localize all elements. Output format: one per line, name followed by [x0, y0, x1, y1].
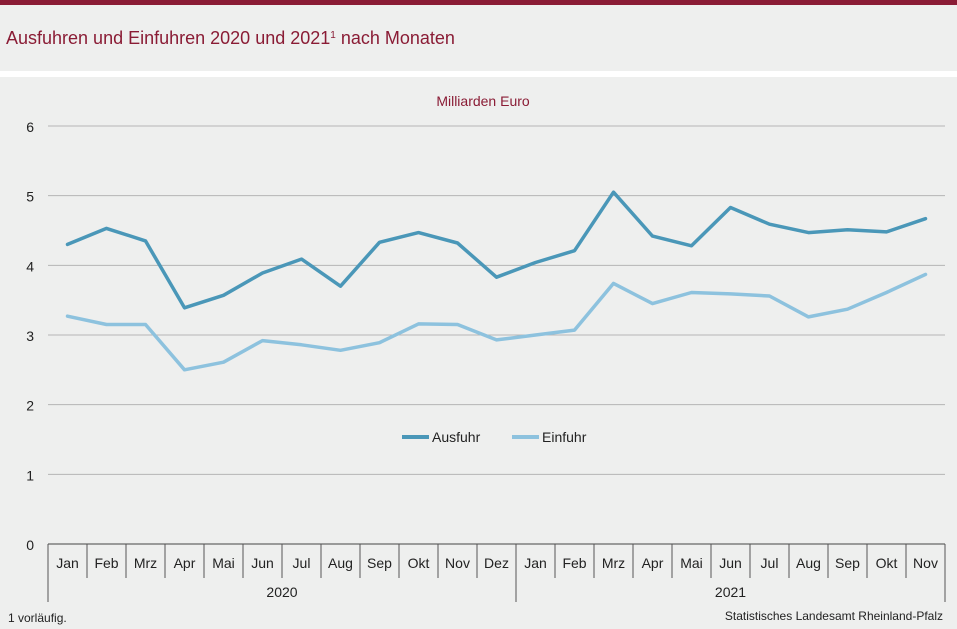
year-label: 2021: [715, 584, 746, 600]
x-tick-label: Jan: [56, 555, 79, 571]
x-tick-label: Nov: [445, 555, 470, 571]
series-line-einfuhr: [65, 272, 928, 372]
x-tick-label: Okt: [408, 555, 430, 571]
x-tick-label: Dez: [484, 555, 509, 571]
x-tick-label: Mrz: [602, 555, 625, 571]
x-tick-label: Okt: [876, 555, 898, 571]
legend-label-einfuhr: Einfuhr: [542, 429, 587, 445]
gridlines: [48, 125, 945, 475]
y-tick-label: 1: [26, 467, 34, 483]
legend-label-ausfuhr: Ausfuhr: [432, 429, 481, 445]
unit-label: Milliarden Euro: [436, 93, 530, 109]
legend: Ausfuhr Einfuhr: [402, 429, 587, 445]
x-axis: Jan Feb Mrz Apr Mai Jun Jul Aug Sep Okt Nov Dez Jan F…: [47, 543, 946, 602]
x-tick-label: Feb: [562, 555, 586, 571]
x-tick-label: Jun: [719, 555, 742, 571]
y-tick-label: 5: [26, 189, 34, 205]
x-tick-label: Mai: [680, 555, 703, 571]
chart-title: Ausfuhren und Einfuhren 2020 und 20211 n…: [6, 28, 455, 49]
x-tick-label: Mai: [212, 555, 235, 571]
title-footnote-mark: 1: [330, 30, 336, 41]
x-tick-label: Aug: [796, 555, 821, 571]
x-tick-label: Jun: [251, 555, 274, 571]
source-credit: Statistisches Landesamt Rheinland-Pfalz: [724, 609, 943, 623]
y-tick-label: 3: [26, 328, 34, 344]
y-tick-label: 4: [26, 258, 34, 274]
x-tick-label: Apr: [174, 555, 196, 571]
chart-title-suffix: nach Monaten: [335, 28, 455, 48]
x-tick-label: Nov: [913, 555, 938, 571]
x-tick-label: Feb: [94, 555, 118, 571]
x-tick-label: Jan: [524, 555, 547, 571]
x-tick-label: Sep: [367, 555, 392, 571]
series-lines: [65, 190, 928, 372]
series-line-ausfuhr: [65, 190, 928, 310]
x-tick-label: Jul: [761, 555, 779, 571]
x-tick-label: Mrz: [134, 555, 157, 571]
x-tick-label: Aug: [328, 555, 353, 571]
y-axis-ticks: 0 1 2 3 4 5 6: [26, 119, 34, 553]
x-tick-label: Apr: [642, 555, 664, 571]
y-tick-label: 6: [26, 119, 34, 135]
title-separator: [0, 71, 957, 77]
footnote: 1 vorläufig.: [8, 611, 67, 625]
x-tick-label: Sep: [835, 555, 860, 571]
chart-title-text: Ausfuhren und Einfuhren 2020 und 2021: [6, 28, 331, 48]
x-tick-label: Jul: [293, 555, 311, 571]
y-tick-label: 0: [26, 537, 34, 553]
y-tick-label: 2: [26, 398, 34, 414]
top-accent-bar: [0, 0, 957, 5]
year-label: 2020: [266, 584, 297, 600]
